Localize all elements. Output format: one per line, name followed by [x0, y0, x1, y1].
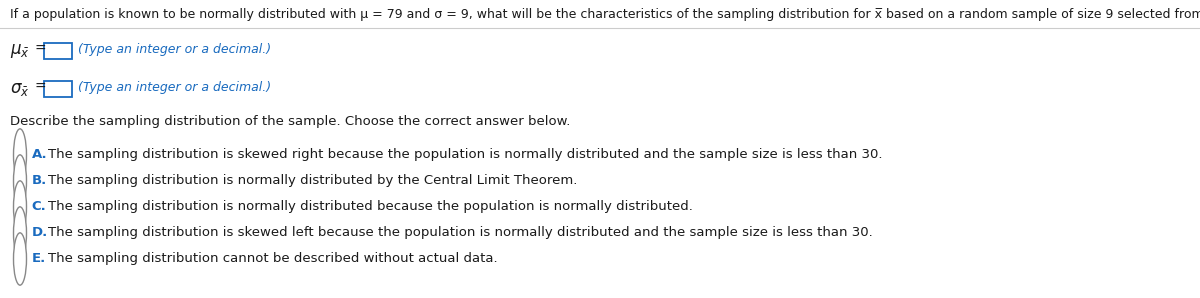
Ellipse shape	[13, 181, 26, 233]
Text: The sampling distribution is normally distributed because the population is norm: The sampling distribution is normally di…	[48, 200, 694, 213]
Text: D.: D.	[31, 226, 48, 239]
Text: The sampling distribution is normally distributed by the Central Limit Theorem.: The sampling distribution is normally di…	[48, 174, 578, 187]
Ellipse shape	[13, 233, 26, 285]
Text: $\sigma_{\bar{x}}$: $\sigma_{\bar{x}}$	[10, 80, 30, 98]
FancyBboxPatch shape	[44, 81, 72, 97]
Text: =: =	[34, 42, 46, 56]
Text: Describe the sampling distribution of the sample. Choose the correct answer belo: Describe the sampling distribution of th…	[10, 115, 570, 128]
Text: $\mu_{\bar{x}}$: $\mu_{\bar{x}}$	[10, 42, 30, 60]
Ellipse shape	[13, 155, 26, 207]
Text: E.: E.	[31, 252, 46, 265]
Text: The sampling distribution is skewed left because the population is normally dist: The sampling distribution is skewed left…	[48, 226, 874, 239]
Text: =: =	[34, 80, 46, 94]
Text: The sampling distribution is skewed right because the population is normally dis: The sampling distribution is skewed righ…	[48, 148, 883, 161]
Text: (Type an integer or a decimal.): (Type an integer or a decimal.)	[78, 43, 271, 56]
Text: B.: B.	[31, 174, 47, 187]
Text: A.: A.	[31, 148, 47, 161]
Ellipse shape	[13, 129, 26, 181]
Text: C.: C.	[31, 200, 47, 213]
Text: If a population is known to be normally distributed with μ = 79 and σ = 9, what : If a population is known to be normally …	[10, 8, 1200, 21]
Text: The sampling distribution cannot be described without actual data.: The sampling distribution cannot be desc…	[48, 252, 498, 265]
Ellipse shape	[13, 207, 26, 259]
FancyBboxPatch shape	[44, 43, 72, 59]
Text: (Type an integer or a decimal.): (Type an integer or a decimal.)	[78, 81, 271, 94]
